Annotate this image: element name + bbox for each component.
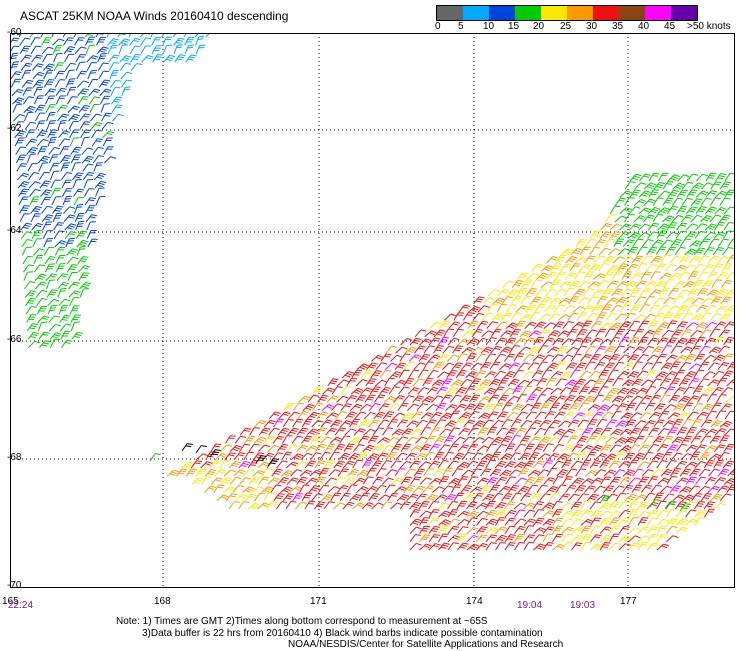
- colorbar-swatch: [619, 6, 645, 20]
- colorbar-swatch: [437, 6, 463, 20]
- colorbar-swatch: [645, 6, 671, 20]
- colorbar-unit-label: >50 knots: [687, 21, 731, 32]
- colorbar-swatch: [567, 6, 593, 20]
- wind-map-plot: [10, 33, 735, 588]
- colorbar-tick-label: 15: [508, 21, 519, 32]
- colorbar-tick-label: 30: [586, 21, 597, 32]
- colorbar-swatch: [593, 6, 619, 20]
- colorbar-tick-label: 25: [560, 21, 571, 32]
- colorbar-swatch: [515, 6, 541, 20]
- colorbar-swatch: [541, 6, 567, 20]
- colorbar-swatch: [489, 6, 515, 20]
- map-title: ASCAT 25KM NOAA Winds 20160410 descendin…: [20, 9, 288, 23]
- colorbar-tick-label: 5: [458, 21, 464, 32]
- colorbar-swatch: [463, 6, 489, 20]
- wind-barb-map: [10, 33, 735, 588]
- plot-background: [10, 33, 735, 588]
- colorbar-swatch: [671, 6, 697, 20]
- colorbar-tick-label: 10: [483, 21, 494, 32]
- wind-speed-colorbar: [436, 5, 698, 21]
- colorbar-tick-label: 35: [612, 21, 623, 32]
- colorbar-tick-label: 40: [638, 21, 649, 32]
- colorbar-tick-label: 45: [664, 21, 675, 32]
- colorbar-tick-label: 20: [533, 21, 544, 32]
- colorbar-tick-label: 0: [435, 21, 441, 32]
